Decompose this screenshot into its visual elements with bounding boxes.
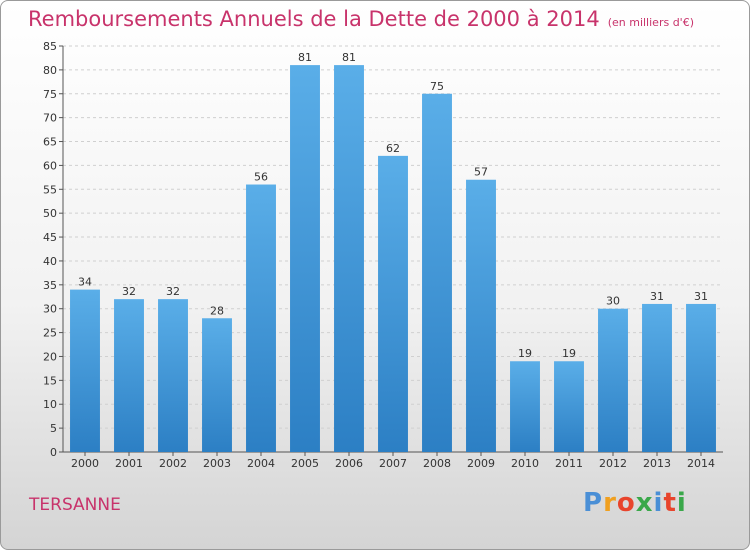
data-label-2012: 30 xyxy=(606,295,620,308)
bar-2003 xyxy=(202,318,232,452)
x-tick-label-2001: 2001 xyxy=(115,457,143,470)
bars xyxy=(70,65,716,453)
data-label-2008: 75 xyxy=(430,80,444,93)
bar-2005 xyxy=(290,65,320,452)
labels: 0 5 10 15 20 25 30 35 40 45 50 55 60 65 70 75 80 85 34 2000… xyxy=(43,40,715,470)
data-label-2009: 57 xyxy=(474,166,488,179)
data-label-2010: 19 xyxy=(518,347,532,360)
y-tick-label: 80 xyxy=(43,64,57,77)
y-tick-label: 75 xyxy=(43,88,57,101)
data-label-2001: 32 xyxy=(122,285,136,298)
data-label-2003: 28 xyxy=(210,304,224,317)
bar-2008 xyxy=(422,93,452,452)
y-tick-label: 55 xyxy=(43,183,57,196)
x-tick-label-2013: 2013 xyxy=(643,457,671,470)
logo-letter: i xyxy=(653,488,664,518)
bar-2002 xyxy=(158,299,188,452)
logo-letter: i xyxy=(676,488,687,518)
y-tick-label: 45 xyxy=(43,231,57,244)
bar-2004 xyxy=(246,184,276,453)
x-tick-label-2008: 2008 xyxy=(423,457,451,470)
x-tick-label-2007: 2007 xyxy=(379,457,407,470)
bar-2013 xyxy=(642,303,672,452)
bar-2006 xyxy=(334,65,364,452)
y-tick-label: 85 xyxy=(43,40,57,53)
y-tick-label: 0 xyxy=(50,446,57,459)
y-tick-label: 10 xyxy=(43,398,57,411)
bar-2012 xyxy=(598,308,628,452)
title-text: Remboursements Annuels de la Dette de 20… xyxy=(28,7,600,31)
x-tick-label-2011: 2011 xyxy=(555,457,583,470)
data-label-2013: 31 xyxy=(650,290,664,303)
x-tick-label-2010: 2010 xyxy=(511,457,539,470)
x-tick-label-2003: 2003 xyxy=(203,457,231,470)
y-tick-label: 35 xyxy=(43,279,57,292)
data-label-2011: 19 xyxy=(562,347,576,360)
bar-2009 xyxy=(466,179,496,452)
y-tick-label: 70 xyxy=(43,112,57,125)
data-label-2014: 31 xyxy=(694,290,708,303)
bar-2000 xyxy=(70,289,100,452)
x-tick-label-2006: 2006 xyxy=(335,457,363,470)
y-tick-label: 20 xyxy=(43,350,57,363)
y-tick-label: 60 xyxy=(43,159,57,172)
data-label-2002: 32 xyxy=(166,285,180,298)
bar-2007 xyxy=(378,155,408,452)
bar-2014 xyxy=(686,303,716,452)
x-tick-label-2002: 2002 xyxy=(159,457,187,470)
y-tick-label: 30 xyxy=(43,303,57,316)
logo-letter: t xyxy=(663,488,677,518)
logo-letter: P xyxy=(583,488,604,518)
bar-2010 xyxy=(510,361,540,452)
x-tick-label-2014: 2014 xyxy=(687,457,715,470)
data-label-2007: 62 xyxy=(386,142,400,155)
data-label-2000: 34 xyxy=(78,276,92,289)
chart-title: Remboursements Annuels de la Dette de 20… xyxy=(28,7,694,31)
logo-letter: x xyxy=(635,488,654,518)
x-tick-label-2012: 2012 xyxy=(599,457,627,470)
data-label-2005: 81 xyxy=(298,51,312,64)
bar-2001 xyxy=(114,299,144,452)
x-tick-label-2000: 2000 xyxy=(71,457,99,470)
data-label-2004: 56 xyxy=(254,171,268,184)
y-tick-label: 15 xyxy=(43,374,57,387)
proxiti-logo[interactable]: Proxiti xyxy=(583,488,687,518)
x-tick-label-2004: 2004 xyxy=(247,457,275,470)
data-label-2006: 81 xyxy=(342,51,356,64)
logo-letter: o xyxy=(616,488,636,518)
y-tick-label: 25 xyxy=(43,327,57,340)
y-tick-label: 5 xyxy=(50,422,57,435)
x-tick-label-2009: 2009 xyxy=(467,457,495,470)
bar-2011 xyxy=(554,361,584,452)
y-tick-label: 65 xyxy=(43,136,57,149)
chart-subtitle: (en milliers d'€) xyxy=(607,16,694,29)
y-tick-label: 40 xyxy=(43,255,57,268)
y-tick-label: 50 xyxy=(43,207,57,220)
logo-letter: r xyxy=(603,488,617,518)
x-tick-label-2005: 2005 xyxy=(291,457,319,470)
commune-name: TERSANNE xyxy=(29,495,121,515)
